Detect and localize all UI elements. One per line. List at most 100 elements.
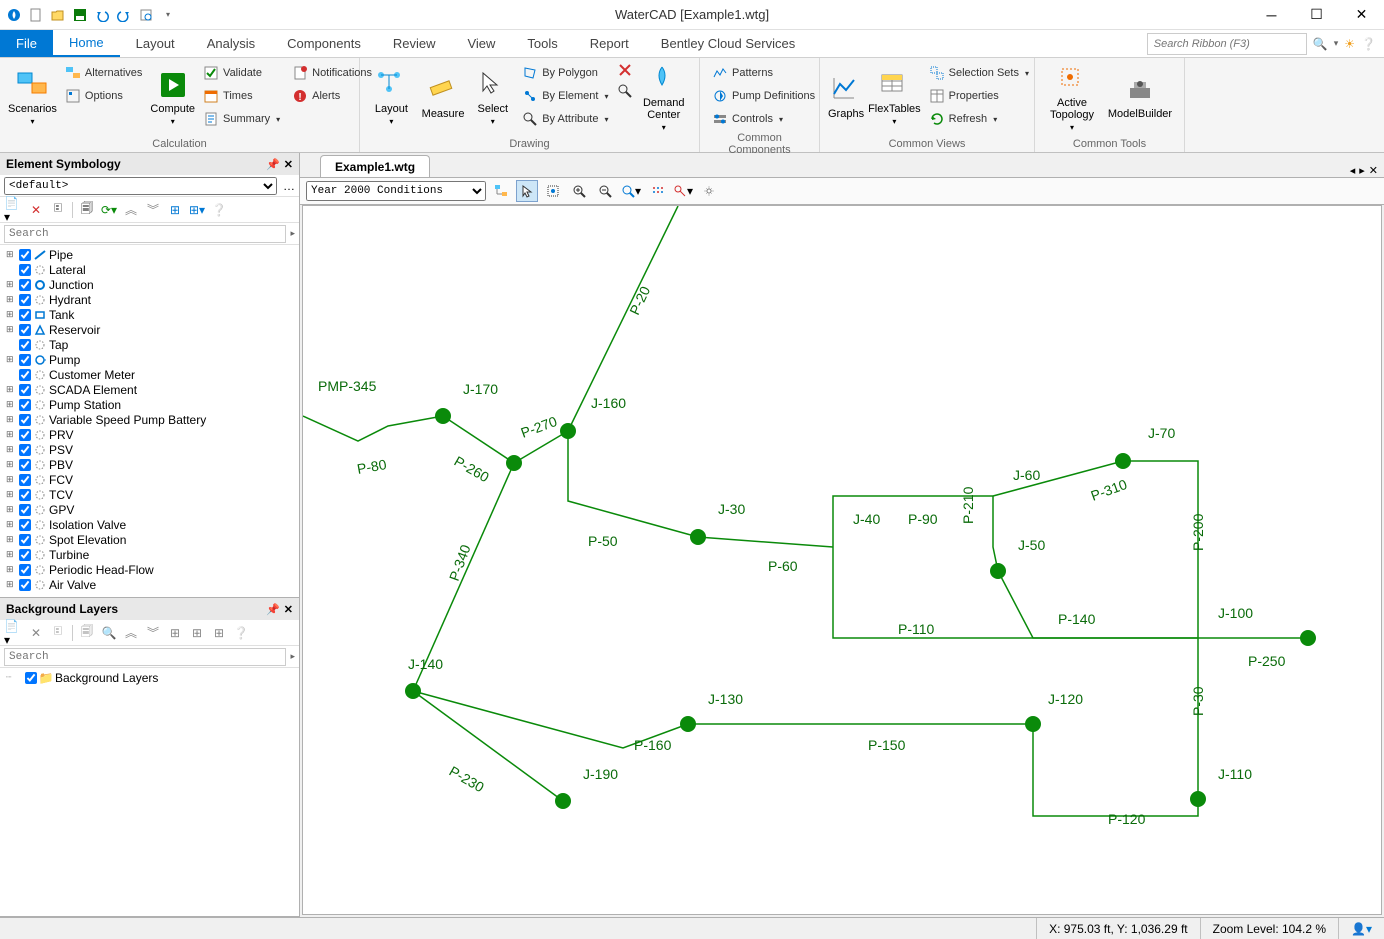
scenario-tree-icon[interactable] xyxy=(490,180,512,202)
bg-search-expand-icon[interactable]: ▸ xyxy=(290,651,295,662)
tree-item[interactable]: ⊞GPV xyxy=(2,502,297,517)
status-user-icon[interactable]: 👤▾ xyxy=(1338,918,1384,939)
zoom-out-icon[interactable] xyxy=(594,180,616,202)
pin-icon-2[interactable]: 📌 xyxy=(266,603,280,616)
tab-layout[interactable]: Layout xyxy=(120,30,191,57)
tree-checkbox[interactable] xyxy=(19,354,31,366)
tree-checkbox[interactable] xyxy=(19,309,31,321)
symbology-dropdown[interactable]: <default> xyxy=(4,177,277,195)
pin-icon[interactable]: 📌 xyxy=(266,158,280,171)
by-polygon-button[interactable]: By Polygon xyxy=(518,62,612,84)
tree-checkbox[interactable] xyxy=(19,489,31,501)
tree-item[interactable]: ⊞PBV xyxy=(2,457,297,472)
tree-item[interactable]: Tap xyxy=(2,337,297,352)
bg-delete-icon[interactable]: ✕ xyxy=(26,623,46,643)
select-button[interactable]: Select▾ xyxy=(471,62,514,132)
tree-item[interactable]: ⊞Air Valve xyxy=(2,577,297,592)
tree-checkbox[interactable] xyxy=(19,369,31,381)
flextables-button[interactable]: FlexTables▾ xyxy=(868,62,921,132)
tree-checkbox[interactable] xyxy=(19,339,31,351)
search-icon[interactable]: 🔍 xyxy=(1313,37,1328,51)
print-preview-icon[interactable] xyxy=(136,5,156,25)
scenario-select[interactable]: Year 2000 Conditions xyxy=(306,181,486,201)
tree-item[interactable]: ⊞Periodic Head-Flow xyxy=(2,562,297,577)
tab-home[interactable]: Home xyxy=(53,30,120,57)
maximize-button[interactable]: ☐ xyxy=(1294,0,1339,30)
tab-next-icon[interactable]: ▸ xyxy=(1359,164,1365,177)
bg-t3-icon[interactable]: ⊞ xyxy=(209,623,229,643)
undo-icon[interactable] xyxy=(92,5,112,25)
zoom-in-icon[interactable] xyxy=(568,180,590,202)
tab-review[interactable]: Review xyxy=(377,30,452,57)
search-expand-icon[interactable]: ▸ xyxy=(290,228,295,239)
tree-item[interactable]: Customer Meter xyxy=(2,367,297,382)
bg-t1-icon[interactable]: ⊞ xyxy=(165,623,185,643)
pump-definitions-button[interactable]: Pump Definitions xyxy=(708,85,819,107)
tree-item[interactable]: ⊞Junction xyxy=(2,277,297,292)
times-button[interactable]: Times xyxy=(199,85,284,107)
tree-item[interactable]: ⊞PSV xyxy=(2,442,297,457)
tree-item[interactable]: ⊞Pump xyxy=(2,352,297,367)
panel-close-icon-2[interactable]: ✕ xyxy=(284,603,293,616)
up-icon[interactable]: ︽ xyxy=(121,200,141,220)
bg-up-icon[interactable]: ︽ xyxy=(121,623,141,643)
bg-down-icon[interactable]: ︾ xyxy=(143,623,163,643)
tree-checkbox[interactable] xyxy=(19,249,31,261)
tree2-icon[interactable]: ⊞▾ xyxy=(187,200,207,220)
find-icon[interactable] xyxy=(617,83,633,99)
tree-checkbox[interactable] xyxy=(19,444,31,456)
bg-rename-icon[interactable]: 🗉 xyxy=(48,623,68,643)
tree-checkbox[interactable] xyxy=(19,474,31,486)
delete-icon[interactable] xyxy=(617,62,633,78)
tree-checkbox[interactable] xyxy=(19,399,31,411)
zoom-window-icon[interactable]: ▾ xyxy=(620,180,642,202)
graphs-button[interactable]: Graphs xyxy=(828,62,864,132)
grid-icon[interactable] xyxy=(646,180,668,202)
active-topology-button[interactable]: Active Topology▾ xyxy=(1043,62,1101,132)
tree-checkbox[interactable] xyxy=(19,324,31,336)
new-icon[interactable] xyxy=(26,5,46,25)
copy-icon[interactable]: 🗐 xyxy=(77,200,97,220)
tree-item[interactable]: ⊞FCV xyxy=(2,472,297,487)
pan-icon[interactable] xyxy=(698,180,720,202)
scenarios-button[interactable]: Scenarios▾ xyxy=(8,62,57,132)
bg-new-icon[interactable]: 📄▾ xyxy=(4,623,24,643)
tree-item[interactable]: ⊞Variable Speed Pump Battery xyxy=(2,412,297,427)
redo-icon[interactable] xyxy=(114,5,134,25)
refresh-tree-icon[interactable]: ⟳▾ xyxy=(99,200,119,220)
controls-button[interactable]: Controls▾ xyxy=(708,108,819,130)
tree-item[interactable]: ⊞Isolation Valve xyxy=(2,517,297,532)
save-icon[interactable] xyxy=(70,5,90,25)
tree-checkbox[interactable] xyxy=(19,429,31,441)
bg-zoom-icon[interactable]: 🔍 xyxy=(99,623,119,643)
patterns-button[interactable]: Patterns xyxy=(708,62,819,84)
alternatives-button[interactable]: Alternatives xyxy=(61,62,146,84)
tab-close-icon[interactable]: ✕ xyxy=(1369,164,1378,177)
delete-item-icon[interactable]: ✕ xyxy=(26,200,46,220)
dropdown-icon[interactable]: ▾ xyxy=(1334,38,1339,49)
selection-sets-button[interactable]: Selection Sets▾ xyxy=(925,62,1033,84)
background-search-input[interactable] xyxy=(4,648,286,666)
tree-checkbox[interactable] xyxy=(19,504,31,516)
tab-tools[interactable]: Tools xyxy=(511,30,573,57)
properties-button[interactable]: Properties xyxy=(925,85,1033,107)
pointer-tool-icon[interactable] xyxy=(516,180,538,202)
tree-item[interactable]: ⊞Hydrant xyxy=(2,292,297,307)
tips-icon[interactable]: ☀ xyxy=(1344,37,1355,51)
tab-components[interactable]: Components xyxy=(271,30,377,57)
tree-checkbox[interactable] xyxy=(19,459,31,471)
tree-checkbox[interactable] xyxy=(19,264,31,276)
layout-tool-button[interactable]: Layout▾ xyxy=(368,62,415,132)
help-icon[interactable]: ❔ xyxy=(1361,37,1376,51)
close-button[interactable]: ✕ xyxy=(1339,0,1384,30)
tree-item[interactable]: ⊞PRV xyxy=(2,427,297,442)
zoom-extents-icon[interactable] xyxy=(542,180,564,202)
ellipsis-icon[interactable]: … xyxy=(283,179,295,193)
tree-item[interactable]: ⊞Spot Elevation xyxy=(2,532,297,547)
rename-icon[interactable]: 🗉 xyxy=(48,200,68,220)
canvas-tab[interactable]: Example1.wtg xyxy=(320,155,430,177)
validate-button[interactable]: Validate xyxy=(199,62,284,84)
new-item-icon[interactable]: 📄▾ xyxy=(4,200,24,220)
bg-t2-icon[interactable]: ⊞ xyxy=(187,623,207,643)
by-element-button[interactable]: By Element▾ xyxy=(518,85,612,107)
